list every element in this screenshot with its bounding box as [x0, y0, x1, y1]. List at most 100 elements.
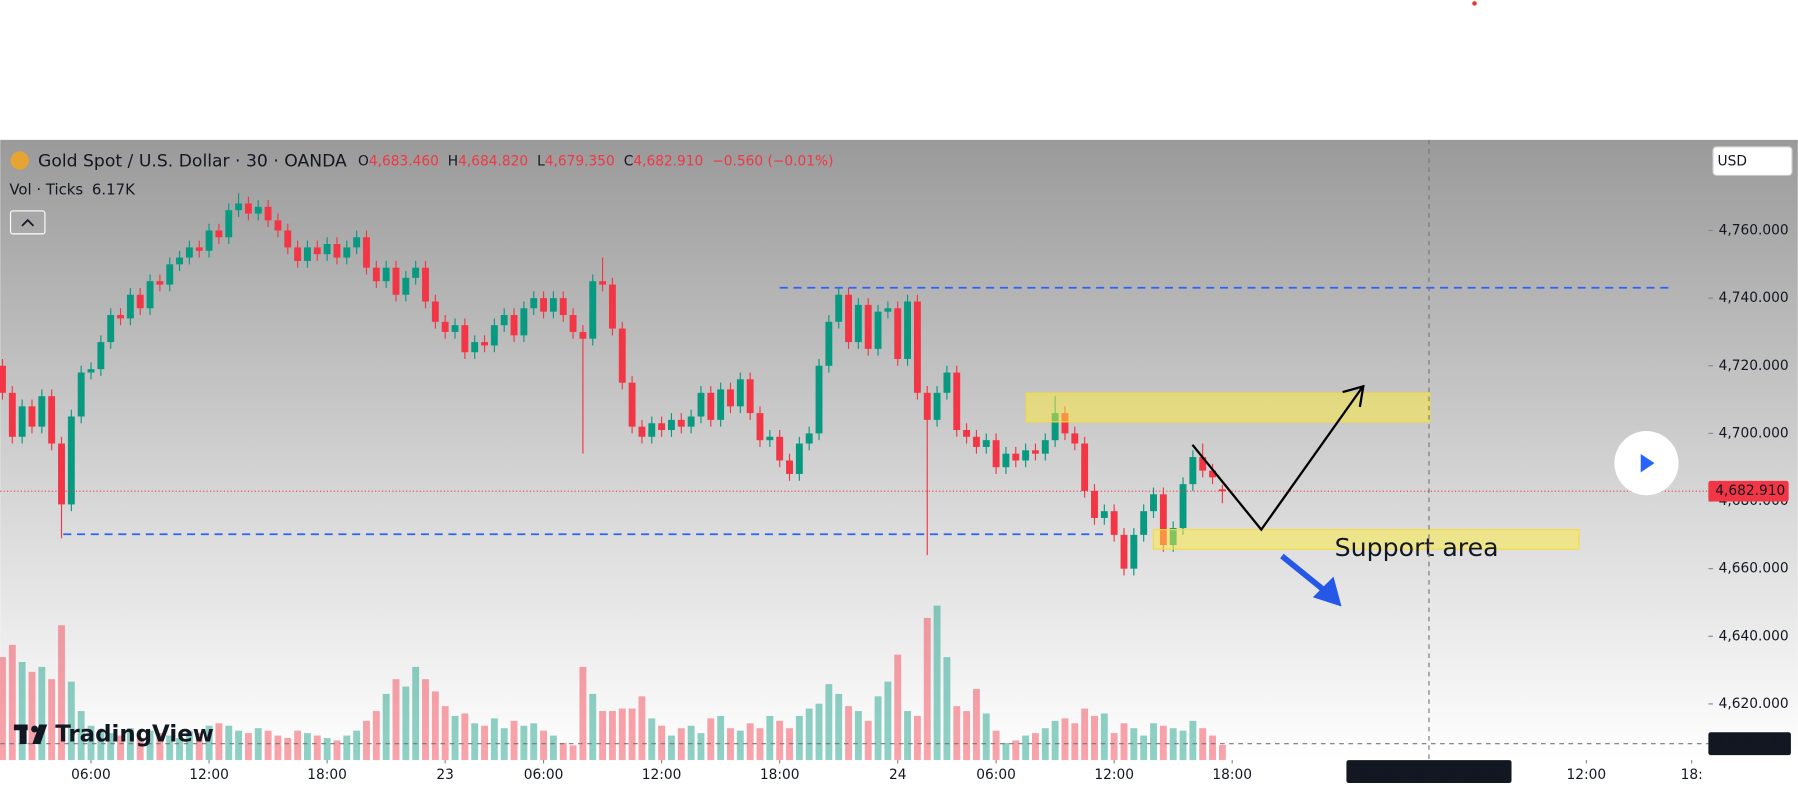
volume-bar [343, 735, 351, 761]
candle-body [87, 369, 95, 373]
candle-body [117, 315, 124, 319]
candle-body [1032, 450, 1039, 454]
candle-body [1002, 453, 1010, 468]
candle-body [126, 294, 134, 319]
candle-body [235, 203, 243, 211]
chart-pane [0, 139, 1798, 761]
volume-bar [923, 617, 931, 761]
volume-bar [87, 725, 95, 761]
volume-bar [422, 679, 429, 761]
volume-bar [363, 720, 370, 761]
volume-bar [392, 679, 400, 761]
down-arrow-head [1312, 576, 1342, 607]
volume-bar [1169, 728, 1177, 761]
volume-bar [717, 715, 725, 761]
volume-bar [992, 730, 1000, 761]
candle-body [549, 298, 557, 312]
volume-bar [402, 686, 410, 761]
volume-bar [225, 725, 233, 761]
volume-bar [166, 735, 174, 761]
volume-bar [77, 711, 85, 761]
currency-box[interactable] [1712, 146, 1793, 176]
crosshair-price-box [1708, 732, 1791, 756]
volume-bar [845, 706, 852, 761]
candle-body [668, 419, 675, 431]
candle-body [707, 392, 715, 420]
volume-bar [668, 735, 675, 761]
volume-bar [648, 718, 656, 761]
candle-body [274, 220, 282, 231]
candle-body [1110, 511, 1118, 535]
y-tick-label: 4,720.000 [1719, 358, 1789, 374]
candle-body [146, 281, 154, 309]
candle-body [343, 247, 351, 258]
volume-bar [1150, 723, 1157, 761]
volume-bar [815, 703, 823, 761]
candle-body [658, 423, 666, 431]
volume-bar [1189, 720, 1197, 761]
volume-bar [1071, 723, 1079, 761]
candle-body [58, 443, 65, 505]
candle-body [559, 298, 567, 316]
candle-body [992, 440, 1000, 468]
volume-bar [1179, 730, 1187, 761]
candle-body [244, 203, 252, 214]
candle-body [884, 308, 892, 312]
volume-bar [244, 733, 252, 761]
candle-body [736, 379, 744, 407]
dot [1472, 1, 1477, 6]
volume-bar [136, 738, 144, 761]
candle-body [972, 436, 980, 447]
y-tick-label: 4,760.000 [1719, 222, 1789, 238]
candle-body [1199, 457, 1207, 471]
volume-bar [156, 733, 164, 761]
volume-bar [510, 720, 518, 761]
volume-bar [569, 745, 577, 761]
volume-bar [18, 662, 26, 761]
volume-bar [894, 654, 902, 761]
candle-body [1100, 511, 1108, 518]
volume-bar [972, 688, 980, 761]
volume-bar [1159, 725, 1167, 761]
y-tick-label: 4,620.000 [1719, 696, 1789, 712]
ohlc-value: 4,684.820 [458, 154, 528, 170]
annotation: Support area [1335, 533, 1499, 562]
candle-body [8, 392, 16, 437]
overlay: 4,682.910 4,608.240 [0, 139, 1791, 761]
y-tick-label: 4,700.000 [1719, 425, 1789, 441]
candle-body [107, 315, 115, 343]
candle-body [825, 321, 833, 366]
candle-body [746, 379, 754, 414]
volume-bar [835, 693, 843, 761]
volume-bar [1218, 744, 1226, 761]
candle-body [156, 281, 164, 285]
volume-bar [579, 666, 587, 761]
candle-body [1071, 433, 1079, 444]
volume-bar [372, 711, 380, 761]
volume-bar [28, 671, 36, 761]
volume-bar [1110, 733, 1118, 761]
volume-bar [1022, 735, 1030, 761]
volume-bar [795, 715, 803, 761]
candle-body [677, 419, 685, 427]
volume-bar [599, 711, 607, 761]
volume-bar [333, 740, 341, 761]
volume-bar [97, 730, 105, 761]
volume-bar [1120, 723, 1128, 761]
candle-body [313, 247, 321, 255]
candle-body [648, 423, 656, 437]
volume-bar [313, 735, 321, 761]
volume-bar [805, 708, 813, 761]
ohlc-value: 4,683.460 [369, 154, 439, 170]
ohlc-key: C [624, 154, 634, 170]
symbol-icon [10, 151, 29, 170]
x-tick-label: 24 [889, 767, 907, 783]
candle-body [963, 430, 971, 437]
candle-body [490, 325, 498, 346]
collapse-button[interactable] [9, 210, 46, 235]
candle-body [608, 284, 616, 329]
candle-body [77, 372, 85, 417]
candle-body [854, 304, 862, 343]
candle-body [1130, 534, 1138, 569]
candle-body [815, 365, 823, 434]
